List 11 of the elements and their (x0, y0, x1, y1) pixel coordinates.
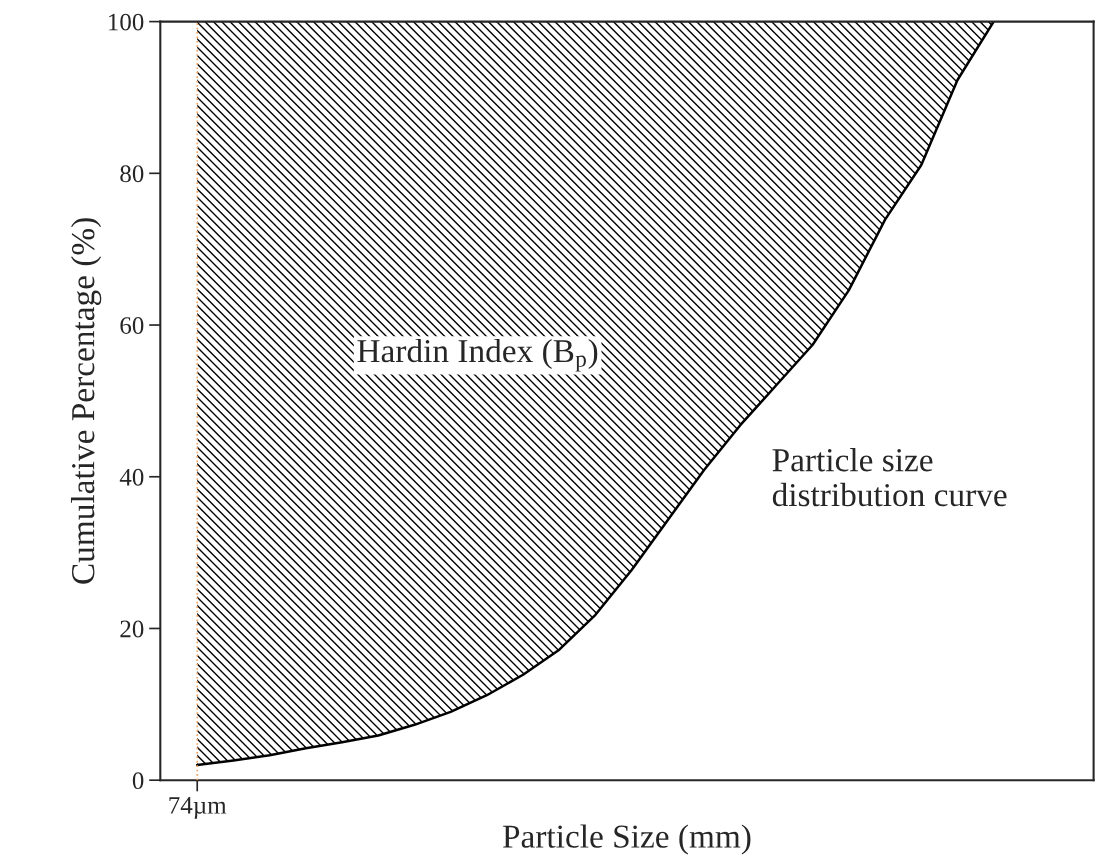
y-tick-label: 100 (109, 13, 144, 31)
annotation: Particle size distribution curve (772, 448, 1007, 507)
y-tick-label: 80 (120, 165, 144, 183)
y-axis-title: Cumulative Percentage (%) (70, 218, 102, 584)
x-tick-label: 74µm (169, 797, 227, 819)
y-tick-label: 40 (119, 468, 144, 486)
y-tick-label: 0 (132, 772, 144, 790)
y-tick-label: 60 (120, 317, 144, 334)
y-tick-label: 20 (120, 620, 144, 638)
annotation: Hardin Index (B$_{p}$) (357, 338, 598, 372)
x-axis-title: Particle Size (mm) (502, 824, 751, 855)
